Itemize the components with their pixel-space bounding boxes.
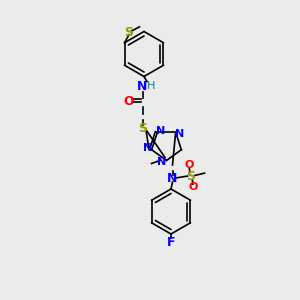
Text: O: O: [124, 95, 134, 108]
Text: N: N: [167, 172, 178, 185]
Text: H: H: [147, 80, 155, 91]
Text: O: O: [189, 182, 198, 193]
Text: S: S: [187, 169, 196, 183]
Text: F: F: [167, 236, 175, 249]
Text: N: N: [175, 129, 184, 139]
Text: N: N: [143, 143, 153, 153]
Text: O: O: [184, 160, 194, 170]
Text: S: S: [138, 122, 147, 135]
Text: S: S: [124, 26, 134, 39]
Text: N: N: [137, 80, 148, 94]
Text: N: N: [156, 126, 166, 136]
Text: N: N: [158, 157, 166, 167]
